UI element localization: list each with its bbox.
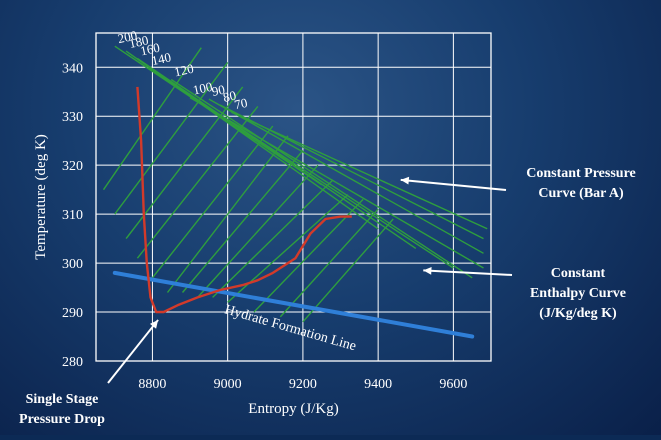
enthalpy-lines [102, 47, 394, 323]
y-tick-label: 340 [62, 61, 83, 76]
annotation-constant-enthalpy: Constant [551, 266, 606, 281]
enthalpy-line [102, 47, 202, 191]
pressure-label-70: 70 [233, 95, 249, 112]
hydrate-line-group: Hydrate Formation Line [112, 270, 475, 354]
pressure-curve-70 [231, 111, 488, 230]
pressure-label-100: 100 [192, 79, 214, 98]
x-tick-label: 9200 [289, 377, 317, 392]
enthalpy-line [279, 208, 379, 318]
annotation-single-stage: Single Stage [26, 392, 99, 407]
x-tick-label: 9600 [439, 377, 467, 392]
annotation-constant-enthalpy: (J/Kg/deg K) [539, 306, 617, 321]
arrow-shaft [423, 269, 513, 276]
enthalpy-line [125, 86, 244, 240]
pressure-curves [114, 45, 488, 279]
y-tick-label: 320 [62, 159, 83, 174]
plot-frame [95, 32, 492, 362]
enthalpy-line [197, 164, 319, 298]
enthalpy-line [227, 194, 349, 303]
y-axis-label: Temperature (deg K) [33, 134, 49, 260]
x-tick-label: 9400 [364, 377, 392, 392]
arrow-single-stage [107, 319, 159, 384]
arrow-head [400, 176, 410, 185]
annotation-constant-pressure: Curve (Bar A) [538, 186, 624, 201]
pressure-curve-160 [137, 57, 417, 249]
arrow-constant-pressure [400, 176, 507, 191]
pressure-label-180: 180 [128, 32, 150, 51]
pressure-curve-100 [189, 96, 484, 269]
tick-labels: 8800 9000 9200 9400 9600 280 290 300 310 320 330 34… [62, 61, 467, 392]
y-tick-label: 310 [62, 208, 83, 223]
pressure-curve-140 [148, 67, 454, 269]
enthalpy-line [181, 150, 304, 293]
pressure-label-200: 200 [116, 27, 138, 46]
pressure-curve-120 [170, 78, 473, 279]
enthalpy-line [114, 61, 229, 215]
arrow-shaft [400, 178, 507, 191]
x-axis-label: Entropy (J/Kg) [248, 401, 338, 417]
y-tick-label: 280 [62, 355, 83, 370]
process-curve-group [136, 86, 352, 314]
pressure-label-90: 90 [210, 82, 226, 99]
y-tick-label: 290 [62, 306, 83, 321]
pressure-label-160: 160 [139, 40, 161, 59]
arrow-constant-enthalpy [423, 266, 513, 276]
pressure-label-140: 140 [150, 49, 172, 68]
y-tick-label: 330 [62, 110, 83, 125]
annotation-constant-enthalpy: Enthalpy Curve [530, 286, 626, 301]
enthalpy-line [136, 105, 259, 259]
arrow-shaft [107, 319, 159, 384]
enthalpy-line [166, 135, 289, 293]
enthalpy-line [302, 218, 394, 323]
hydrate-line-label: Hydrate Formation Line [223, 302, 358, 354]
process-curve [136, 86, 352, 314]
pressure-label-80: 80 [222, 88, 238, 105]
annotation-constant-pressure: Constant Pressure [526, 166, 636, 181]
pressure-curve-90 [208, 98, 484, 254]
x-tick-label: 9000 [214, 377, 242, 392]
enthalpy-line [253, 198, 364, 313]
enthalpy-line [212, 179, 334, 298]
annotation-single-stage: Pressure Drop [19, 412, 105, 427]
hydrate-formation-line [112, 270, 475, 339]
x-tick-label: 8800 [138, 377, 166, 392]
pressure-label-120: 120 [173, 61, 195, 80]
annotations: Constant Pressure Curve (Bar A) Constant En… [19, 166, 636, 427]
arrow-head [423, 266, 432, 275]
y-tick-label: 300 [62, 257, 83, 272]
arrow-head [149, 319, 159, 329]
enthalpy-line [151, 125, 274, 279]
